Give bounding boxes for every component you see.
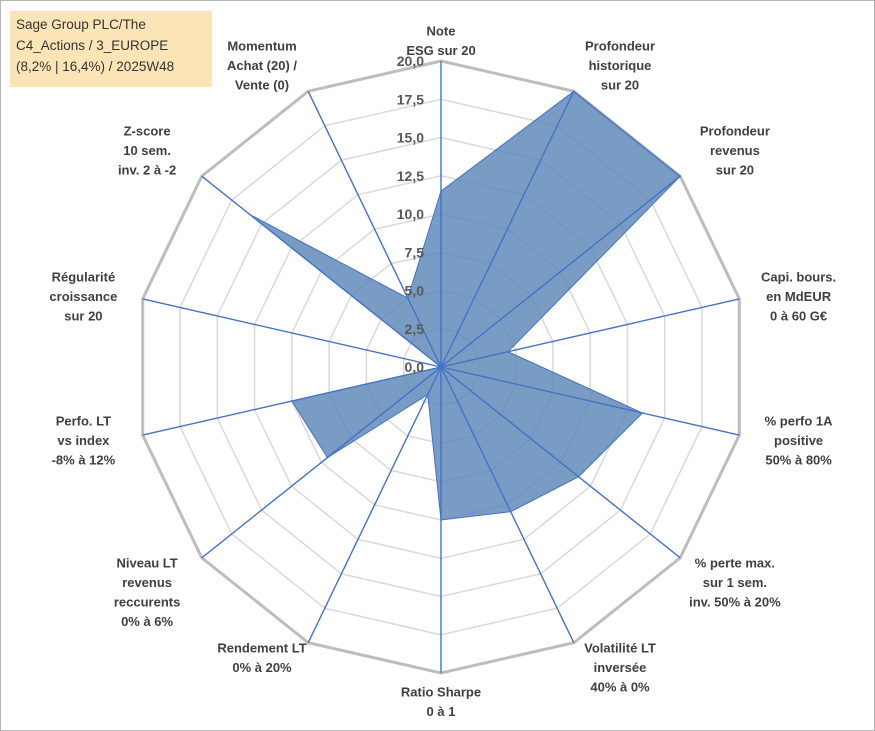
axis-label: Profondeur revenus sur 20 <box>700 123 770 177</box>
axis-label-line: Z-score <box>124 123 171 138</box>
axis-label: Niveau LT revenus reccurents 0% à 6% <box>114 555 180 629</box>
axis-label: Ratio Sharpe 0 à 1 <box>401 685 481 720</box>
series-area <box>249 90 681 521</box>
axis-label-line: Achat (20) / <box>227 58 297 73</box>
axis-label-line: 0% à 20% <box>232 660 292 675</box>
axis-label: % perfo 1A positive 50% à 80% <box>765 413 834 467</box>
axis-label-line: Capi. bours. <box>761 269 836 284</box>
axis-label-line: Profondeur <box>700 123 770 138</box>
tick-label: 10,0 <box>397 206 424 222</box>
axis-label-line: 0 à 1 <box>427 704 456 719</box>
axis-label-line: en MdEUR <box>766 289 832 304</box>
axis-spoke <box>307 90 442 368</box>
axis-spoke <box>440 366 681 559</box>
axis-label-line: Profondeur <box>585 38 655 53</box>
axis-label-line: Vente (0) <box>235 77 289 92</box>
axis-spoke <box>440 366 740 436</box>
tick-label: 5,0 <box>405 283 425 299</box>
axis-label-line: inv. 50% à 20% <box>689 594 781 609</box>
axis-label-line: 50% à 80% <box>765 452 832 467</box>
axis-label-line: % perfo 1A <box>765 413 834 428</box>
axis-label-line: inversée <box>594 660 647 675</box>
axis-label-line: revenus <box>122 575 172 590</box>
axis-label-line: sur 20 <box>64 308 102 323</box>
tick-label: 17,5 <box>397 91 424 107</box>
axis-label-line: Perfo. LT <box>56 413 111 428</box>
axis-label-line: sur 20 <box>601 77 639 92</box>
axis-label-line: 0% à 6% <box>121 614 173 629</box>
axis-label-line: Note <box>427 24 456 39</box>
axis-label-line: vs index <box>57 433 110 448</box>
axis-label-line: Volatilité LT <box>584 640 656 655</box>
chart-title-box: Sage Group PLC/The C4_Actions / 3_EUROPE… <box>10 11 212 87</box>
tick-label: 7,5 <box>405 244 425 260</box>
axis-spoke <box>307 366 442 644</box>
chart-title-line-1: Sage Group PLC/The <box>16 17 146 32</box>
axis-spoke <box>201 175 442 368</box>
axis-spoke <box>201 366 442 559</box>
tick-label: 20,0 <box>397 53 424 69</box>
axis-label-line: sur 1 sem. <box>703 575 767 590</box>
axis-label-line: sur 20 <box>716 162 754 177</box>
axis-label-line: positive <box>774 433 823 448</box>
axis-label-line: % perte max. <box>695 555 775 570</box>
axis-label-line: revenus <box>710 143 760 158</box>
axis-label-line: -8% à 12% <box>52 452 116 467</box>
axis-spoke <box>440 366 575 644</box>
axis-label: Régularité croissance sur 20 <box>49 269 117 323</box>
tick-label: 0,0 <box>405 359 425 375</box>
axis-label: Rendement LT 0% à 20% <box>217 640 306 675</box>
axis-label-line: Régularité <box>52 269 116 284</box>
axis-label: Perfo. LT vs index -8% à 12% <box>52 413 116 467</box>
axis-label-line: Momentum <box>227 38 296 53</box>
axis-spoke <box>142 366 442 436</box>
axis-label: Profondeur historique sur 20 <box>585 38 655 92</box>
axis-label-line: Ratio Sharpe <box>401 685 481 700</box>
axis-spoke <box>440 298 740 368</box>
axis-label-line: historique <box>589 58 652 73</box>
axis-label: Capi. bours. en MdEUR 0 à 60 G€ <box>761 269 836 323</box>
axis-spoke <box>142 298 442 368</box>
axis-label-line: 0 à 60 G€ <box>770 308 827 323</box>
tick-label: 2,5 <box>405 321 425 337</box>
axis-label-line: inv. 2 à -2 <box>118 162 176 177</box>
axis-label-line: ESG sur 20 <box>406 43 475 58</box>
axis-label-line: 10 sem. <box>123 143 171 158</box>
chart-title-line-3: (8,2% | 16,4%) / 2025W48 <box>16 59 175 74</box>
axis-label: % perte max. sur 1 sem. inv. 50% à 20% <box>689 555 781 609</box>
axis-label-line: Niveau LT <box>117 555 178 570</box>
axis-label: Note ESG sur 20 <box>406 24 475 59</box>
axis-label: Momentum Achat (20) / Vente (0) <box>227 38 297 92</box>
chart-title-line-2: C4_Actions / 3_EUROPE <box>16 38 169 53</box>
axis-spoke <box>440 90 575 368</box>
axis-label-line: croissance <box>49 289 117 304</box>
axis-spoke <box>440 175 681 368</box>
tick-label: 12,5 <box>397 168 424 184</box>
axis-label: Z-score 10 sem. inv. 2 à -2 <box>118 123 176 177</box>
axis-label: Volatilité LT inversée 40% à 0% <box>584 640 656 694</box>
axis-label-line: Rendement LT <box>217 640 306 655</box>
tick-label: 15,0 <box>397 130 424 146</box>
axis-label-line: reccurents <box>114 594 180 609</box>
axis-label-line: 40% à 0% <box>590 679 650 694</box>
